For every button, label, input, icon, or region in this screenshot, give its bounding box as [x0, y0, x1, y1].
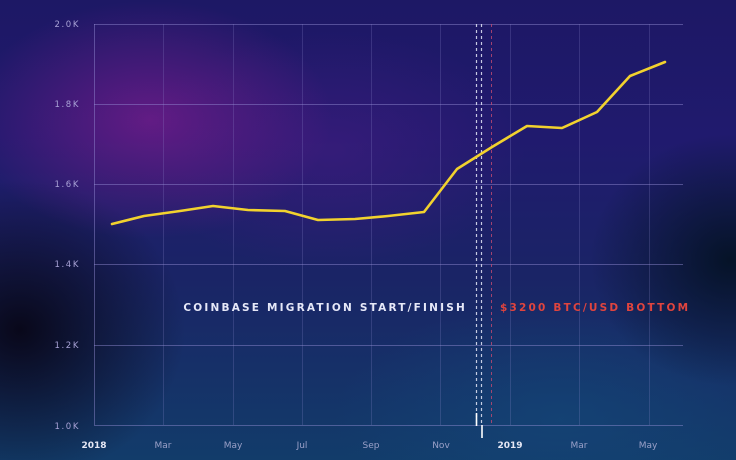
- x-axis: 2018 Mar May Jul Sep Nov 2019 Mar May: [81, 441, 658, 451]
- x-tick-label: Jul: [296, 441, 308, 451]
- price-line: [110, 60, 667, 226]
- vertical-gridlines: [94, 24, 650, 425]
- x-tick-label: Nov: [432, 441, 450, 451]
- horizontal-gridlines: [94, 24, 683, 426]
- y-tick-label: 1.4K: [55, 260, 81, 270]
- bottom-annotation-label: $3200 BTC/USD BOTTOM: [500, 302, 690, 314]
- x-tick-label: Sep: [363, 441, 380, 451]
- x-tick-label: 2019: [497, 441, 522, 451]
- y-tick-label: 1.6K: [55, 180, 81, 190]
- y-tick-label: 1.2K: [55, 341, 81, 351]
- migration-marker-lines: [475, 24, 483, 438]
- migration-annotation-label: COINBASE MIGRATION START/FINISH: [183, 302, 467, 314]
- x-tick-label: Mar: [155, 441, 172, 451]
- x-tick-label: Mar: [571, 441, 588, 451]
- y-tick-label: 1.8K: [55, 100, 81, 110]
- y-axis: 2.0K 1.8K 1.6K 1.4K 1.2K 1.0K: [55, 20, 81, 432]
- x-tick-label: 2018: [81, 441, 106, 451]
- y-tick-label: 2.0K: [55, 20, 81, 30]
- x-tick-label: May: [224, 441, 243, 451]
- y-tick-label: 1.0K: [55, 422, 81, 432]
- x-tick-label: May: [639, 441, 658, 451]
